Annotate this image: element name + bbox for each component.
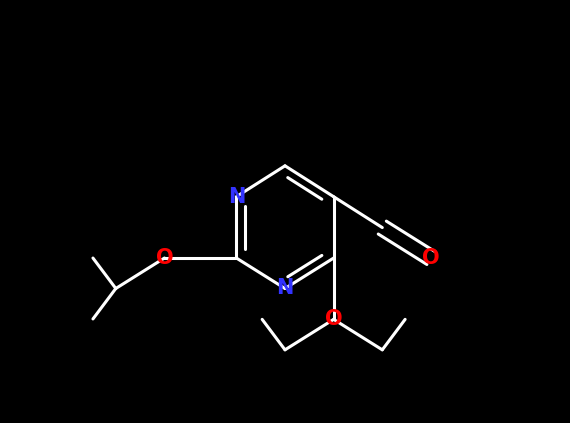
Text: N: N	[227, 187, 245, 207]
Text: O: O	[325, 309, 343, 330]
Text: O: O	[156, 248, 173, 268]
Text: O: O	[422, 248, 439, 268]
Text: N: N	[276, 278, 294, 299]
